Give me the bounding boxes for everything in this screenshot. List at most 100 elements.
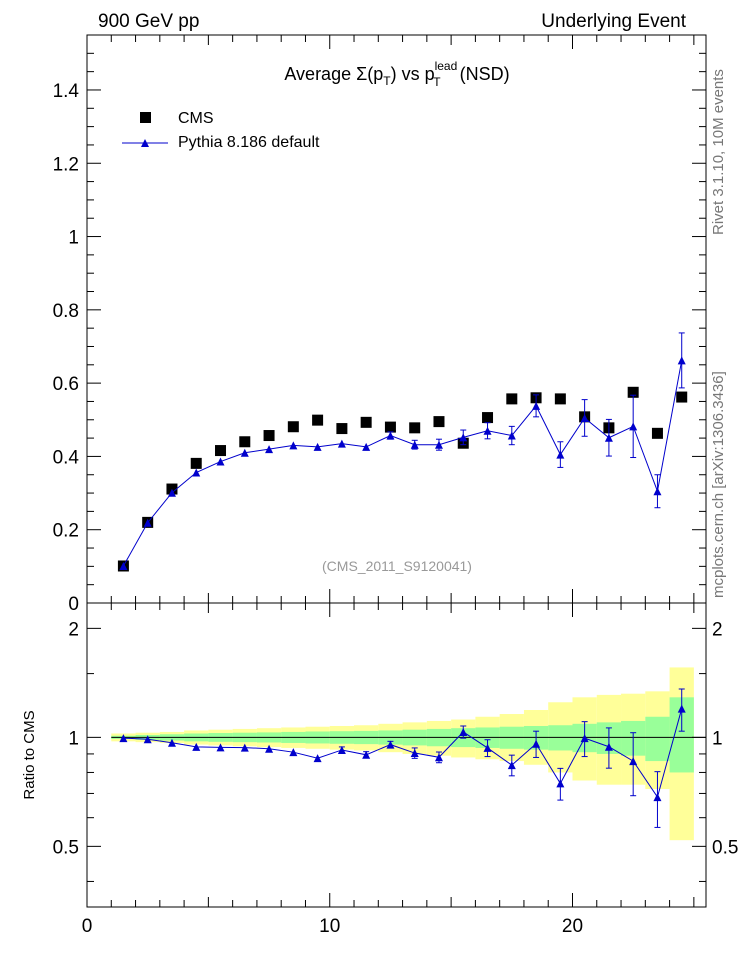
cms-point [287,421,299,433]
mc-point [143,518,152,527]
ratio-point [434,753,443,762]
band-inner [645,716,670,762]
ratio-point [410,749,419,758]
analysis-watermark: (CMS_2011_S9120041) [322,558,472,574]
ratio-frame [86,602,707,908]
mc-point [362,442,371,451]
mc-point [240,448,249,457]
main-ytick-label: 1.2 [53,154,79,175]
ratio-point [604,742,613,751]
mc-point [507,431,516,440]
cms-point [627,386,639,398]
cms-point [239,436,251,448]
ratio-point [653,793,662,802]
ratio-ylabel: Ratio to CMS [21,710,38,799]
cms-point [651,427,663,439]
rivet-label: Rivet 3.1.10, 10M events [710,69,727,235]
main-ytick-label: 1.4 [53,81,80,102]
ratio-ytick-label-right: 0.5 [712,837,738,858]
ratio-point [313,754,322,763]
main-ytick-label: 0 [68,594,79,615]
ratio-point [337,745,346,754]
cms-point [554,393,566,405]
mc-point [167,488,176,497]
band-inner [548,725,573,751]
ratio-point [629,757,638,766]
cms-point [676,391,688,403]
main-ytick-label: 0.4 [53,447,80,468]
chart-title: Average Σ(pT) vs plead T (NSD) [284,59,509,89]
ratio-ytick-label: 2 [68,619,79,640]
mc-point [192,468,201,477]
mc-point [677,356,686,365]
mc-point [265,445,274,454]
ratio-point [556,779,565,788]
mc-point [337,439,346,448]
header-left: 900 GeV pp [98,11,199,32]
main-ytick-label: 1 [68,228,79,249]
cms-point [433,416,445,428]
cms-point [384,421,396,433]
legend-mc-marker [141,139,149,147]
title-prefix: Average [284,64,356,84]
ratio-point [386,740,395,749]
cms-point [482,412,494,424]
ratio-axes: 0.5 0.51 12 20 10 20 [53,602,738,937]
title-sigma: Σ(p [356,64,383,84]
ratio-point [240,743,249,752]
ratio-point [532,739,541,748]
cms-point [215,445,227,457]
title-lead-sup: lead [435,59,458,73]
main-ytick-label: 0.2 [53,521,79,542]
ratio-point [216,743,225,752]
legend-cms-label: CMS [178,110,214,127]
ratio-point [507,761,516,770]
mc-point [556,450,565,459]
ratio-xtick-label: 0 [82,916,93,937]
ratio-point [580,734,589,743]
mc-point [386,431,395,440]
ratio-xtick-label: 10 [319,916,340,937]
title-suffix: (NSD) [455,64,510,84]
ratio-point [167,738,176,747]
cms-point [312,414,324,426]
mc-point [434,440,443,449]
mcplots-label: mcplots.cern.ch [arXiv:1306.3436] [710,371,727,598]
main-series [117,332,688,572]
cms-point [190,457,202,469]
mc-point [483,426,492,435]
mc-point [532,401,541,410]
ratio-point [362,750,371,759]
legend-mc-label: Pythia 8.186 default [178,134,320,151]
mc-point [629,422,638,431]
ratio-point [192,742,201,751]
title-lead-sub: T [433,75,441,89]
ratio-line [123,708,683,799]
title-sigma-close: ) [391,64,397,84]
mc-point [653,487,662,496]
mc-point [580,413,589,422]
ratio-bands [111,667,694,841]
main-ytick-label: 0.8 [53,301,79,322]
mc-point [119,561,128,570]
mc-point [313,442,322,451]
ratio-xtick-label: 20 [562,916,583,937]
ratio-point [483,743,492,752]
cms-point [506,393,518,405]
ratio-ytick-label: 0.5 [53,837,79,858]
mc-point [410,440,419,449]
cms-point [263,430,275,442]
mc-point [216,457,225,466]
mc-point [289,441,298,450]
cms-point [360,416,372,428]
header-right: Underlying Event [541,11,686,32]
ratio-point [459,727,468,736]
mc-point [459,433,468,442]
ratio-point [289,748,298,757]
cms-point [409,422,421,434]
ratio-ytick-label-right: 1 [712,728,723,749]
mc-point [604,433,613,442]
ratio-ytick-label: 1 [68,728,79,749]
title-vs: vs p [397,64,435,84]
